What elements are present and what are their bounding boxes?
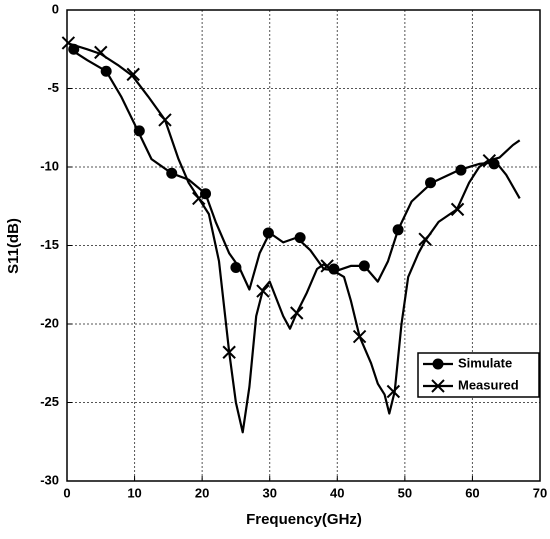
data-marker: [222, 345, 236, 359]
x-tick-label: 0: [63, 485, 70, 500]
data-marker: [133, 125, 145, 137]
y-tick-label: 0: [52, 1, 59, 16]
data-marker: [290, 306, 304, 320]
data-marker: [450, 202, 465, 217]
x-axis-label: Frequency(GHz): [246, 511, 362, 528]
y-tick-label: -25: [40, 394, 59, 409]
data-marker: [488, 158, 500, 170]
data-marker: [100, 65, 112, 77]
data-marker: [200, 188, 212, 200]
data-marker: [126, 67, 140, 82]
y-tick-label: -15: [40, 237, 59, 252]
x-tick-label: 40: [330, 485, 344, 500]
y-tick-label: -30: [40, 472, 59, 487]
data-marker: [262, 227, 274, 239]
data-marker: [418, 232, 432, 246]
data-marker: [358, 260, 370, 272]
legend-label: Simulate: [458, 355, 512, 370]
y-tick-label: -20: [40, 315, 59, 330]
x-tick-label: 10: [127, 485, 141, 500]
plot-frame: [66, 9, 541, 482]
legend-marker: [432, 358, 444, 370]
y-axis-label: S11(dB): [5, 218, 22, 274]
x-tick-label: 20: [195, 485, 209, 500]
data-marker: [256, 284, 270, 298]
data-marker: [482, 154, 497, 168]
data-marker: [352, 329, 367, 344]
data-marker: [455, 164, 467, 176]
legend-label: Measured: [458, 377, 519, 392]
data-marker: [386, 384, 401, 399]
y-tick-label: -10: [40, 158, 59, 173]
x-tick-label: 60: [465, 485, 479, 500]
data-marker: [61, 36, 76, 50]
x-tick-label: 30: [262, 485, 276, 500]
legend-marker: [431, 379, 445, 393]
data-marker: [166, 167, 178, 179]
data-marker: [392, 224, 404, 236]
data-marker: [294, 232, 306, 244]
y-tick-label: -5: [47, 80, 59, 95]
data-marker: [320, 259, 334, 273]
data-marker: [230, 261, 242, 273]
data-marker: [425, 177, 437, 189]
x-tick-label: 70: [533, 485, 547, 500]
data-marker: [192, 191, 206, 206]
x-tick-label: 50: [398, 485, 412, 500]
data-marker: [158, 113, 172, 127]
data-marker: [94, 45, 108, 60]
series-line: [66, 41, 521, 434]
series-line: [69, 48, 521, 291]
